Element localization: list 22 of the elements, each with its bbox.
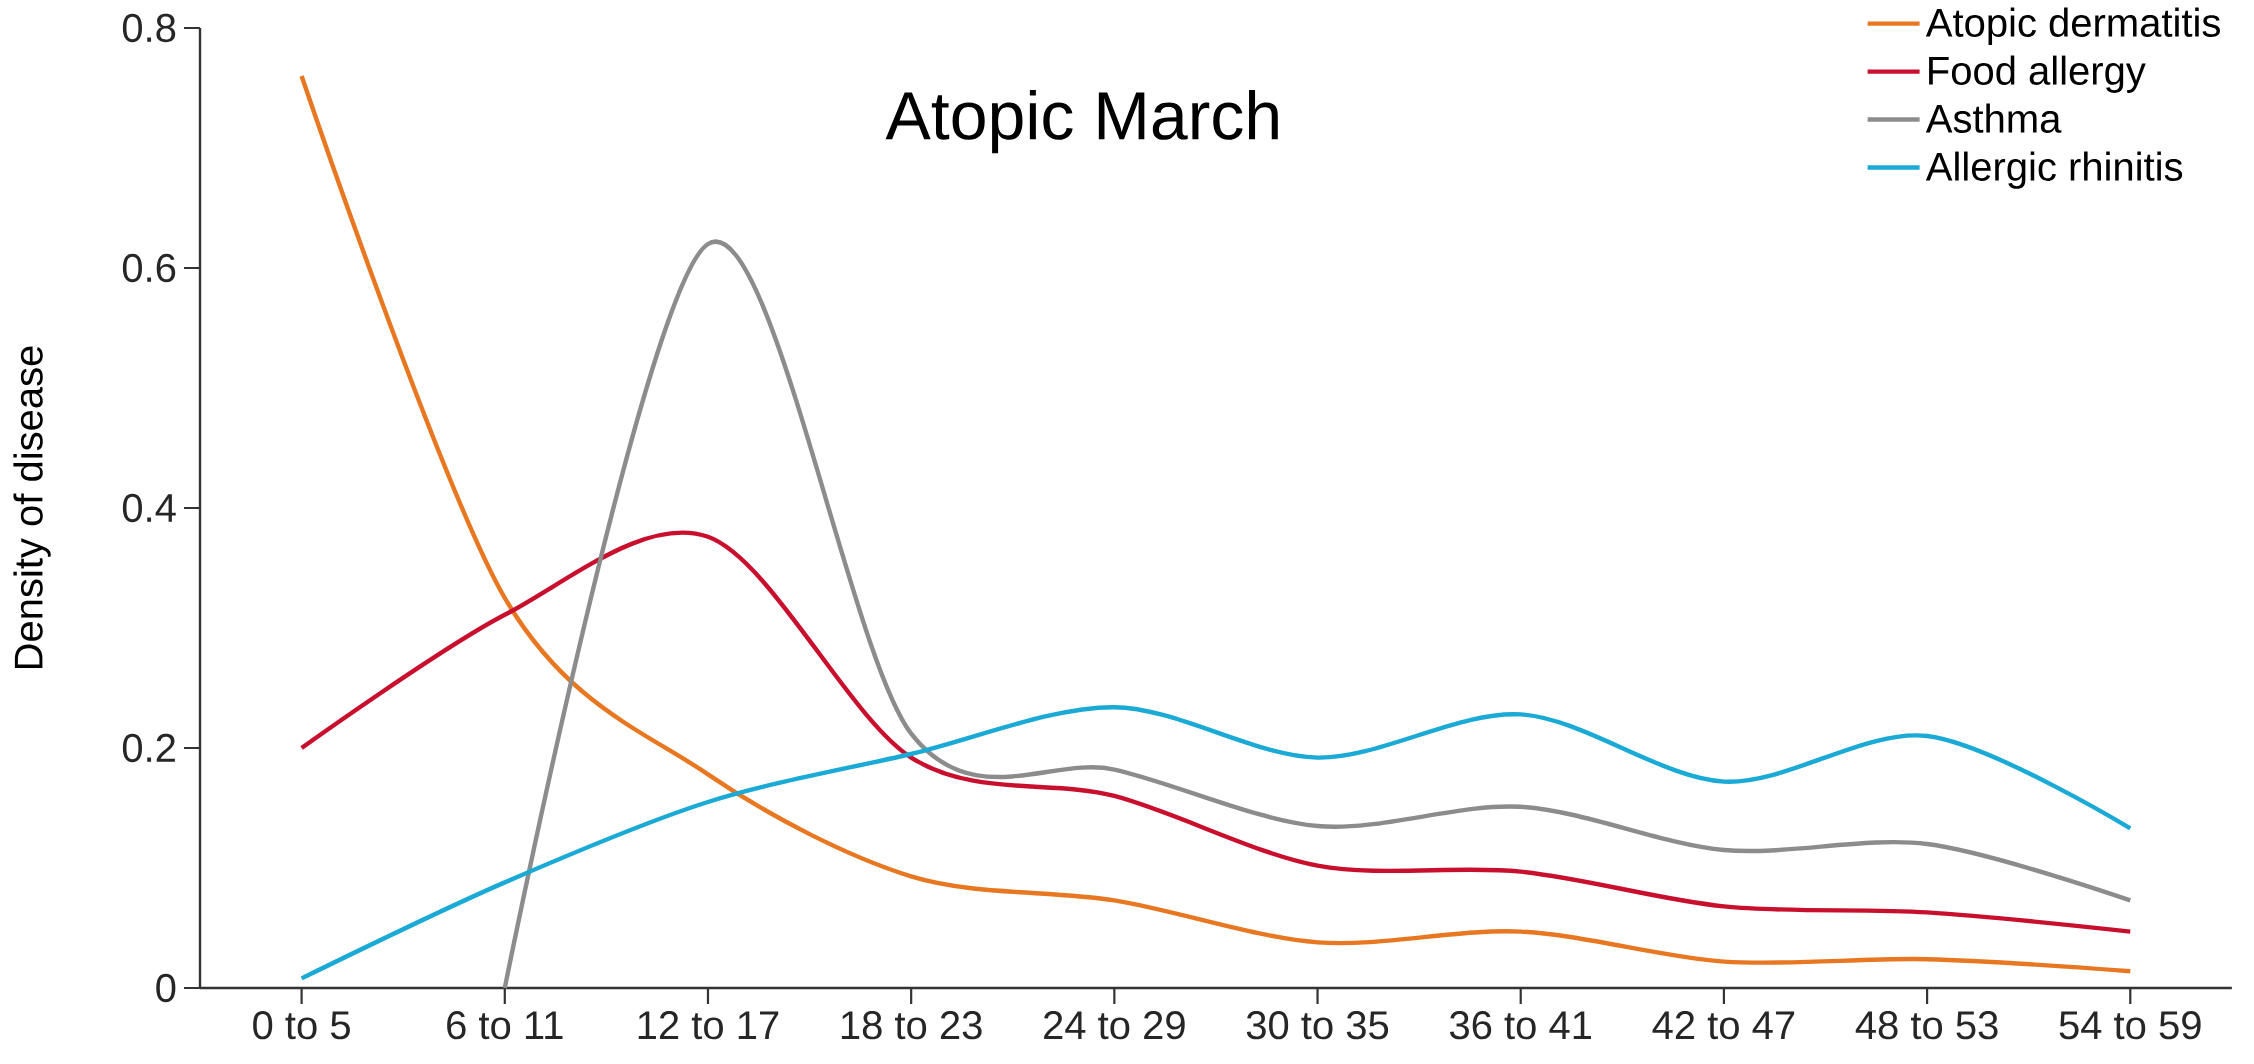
y-tick-label: 0.8 (122, 13, 176, 43)
y-tick-label: 0.2 (122, 733, 175, 763)
x-tick-label: 6 to 11 (447, 1011, 563, 1040)
x-tick-label: 42 to 47 (1652, 1011, 1795, 1040)
y-tick-label: 0.6 (122, 253, 176, 283)
x-tick-label: 54 to 59 (2059, 1011, 2201, 1040)
legend-label: Allergic rhinitis (1925, 151, 2183, 189)
text: Atopic March (885, 89, 1278, 154)
line-series (299, 704, 2133, 981)
x-tick-label: 12 to 17 (638, 1011, 779, 1040)
x-tick-label: 18 to 23 (841, 1011, 982, 1040)
x-tick-label: 24 to 29 (1044, 1011, 1185, 1040)
legend-label: Atopic dermatitis (1925, 7, 2220, 45)
x-tick-label: 36 to 41 (1449, 1011, 1592, 1040)
legend-label: Food allergy (1929, 55, 2146, 93)
x-tick-label: 0 to 5 (253, 1011, 350, 1040)
x-tick-label: 48 to 53 (1855, 1011, 1998, 1040)
x-tick-label: 30 to 35 (1246, 1011, 1389, 1040)
y-axis-title: Density of disease (13, 346, 51, 669)
y-tick-label: 0 (156, 973, 176, 1003)
y-tick-label: 0.4 (122, 493, 176, 523)
legend-label: Asthma (1925, 103, 2062, 133)
